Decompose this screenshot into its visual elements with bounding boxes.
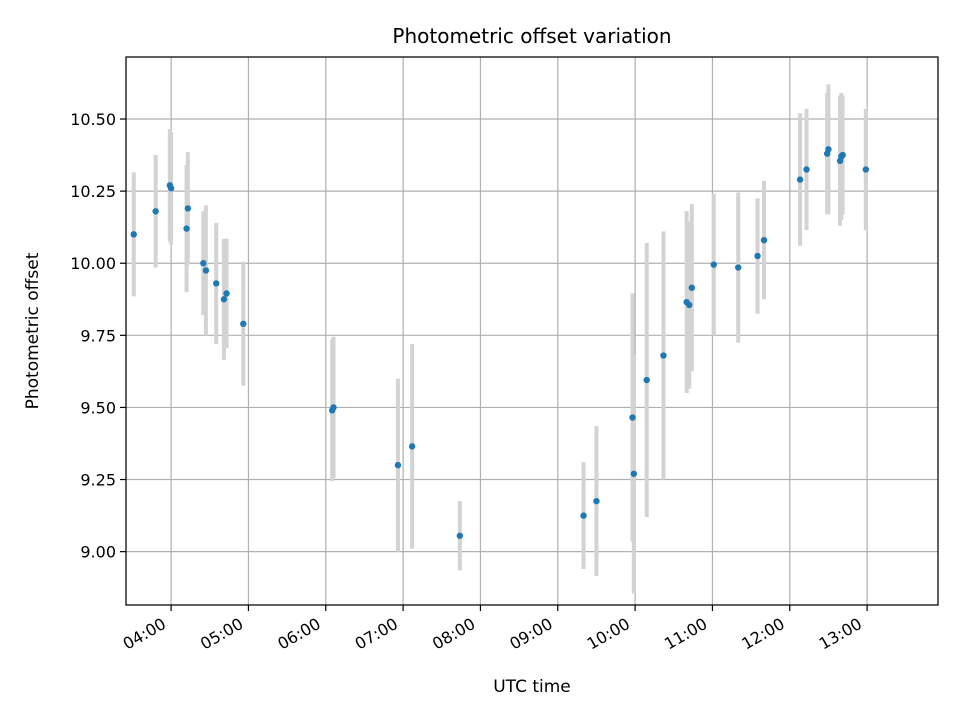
data-point [240, 320, 247, 327]
data-point [839, 151, 846, 159]
data-point [580, 512, 587, 519]
data-point [593, 497, 600, 505]
y-axis-title: Photometric offset [23, 252, 43, 409]
y-tick-label: 10.50 [70, 110, 116, 129]
data-points [130, 146, 870, 539]
data-point [643, 376, 650, 384]
data-point [200, 260, 207, 267]
data-point [686, 301, 693, 309]
data-point [629, 414, 636, 421]
y-tick-label: 9.75 [80, 326, 116, 345]
data-point [223, 290, 230, 297]
data-point [735, 264, 742, 271]
data-point [183, 225, 190, 232]
y-tick-label: 10.25 [70, 182, 116, 201]
data-point [760, 236, 768, 244]
plot-frame [125, 56, 939, 606]
y-tick-label: 9.00 [80, 543, 116, 562]
data-point [862, 166, 870, 173]
data-point [394, 461, 402, 469]
data-point [167, 185, 175, 192]
data-point [213, 280, 220, 287]
data-point [330, 404, 337, 411]
data-point [130, 231, 137, 238]
x-axis-title: UTC time [493, 677, 571, 697]
data-point [825, 146, 832, 153]
data-point [184, 205, 192, 212]
data-point [456, 532, 464, 539]
data-point [710, 261, 717, 268]
data-point [220, 296, 228, 303]
data-point [803, 166, 810, 173]
data-point [796, 176, 804, 183]
data-point [630, 470, 638, 477]
chart-title: Photometric offset variation [392, 24, 671, 48]
grid-lines [126, 57, 938, 605]
y-tick-label: 9.50 [80, 398, 116, 417]
data-point [152, 208, 159, 215]
data-point [754, 252, 761, 260]
data-point [408, 443, 416, 450]
data-point [660, 352, 667, 359]
y-tick-label: 9.25 [80, 471, 116, 490]
data-point [202, 267, 210, 274]
y-tick-label: 10.00 [70, 254, 116, 273]
data-point [688, 284, 696, 291]
